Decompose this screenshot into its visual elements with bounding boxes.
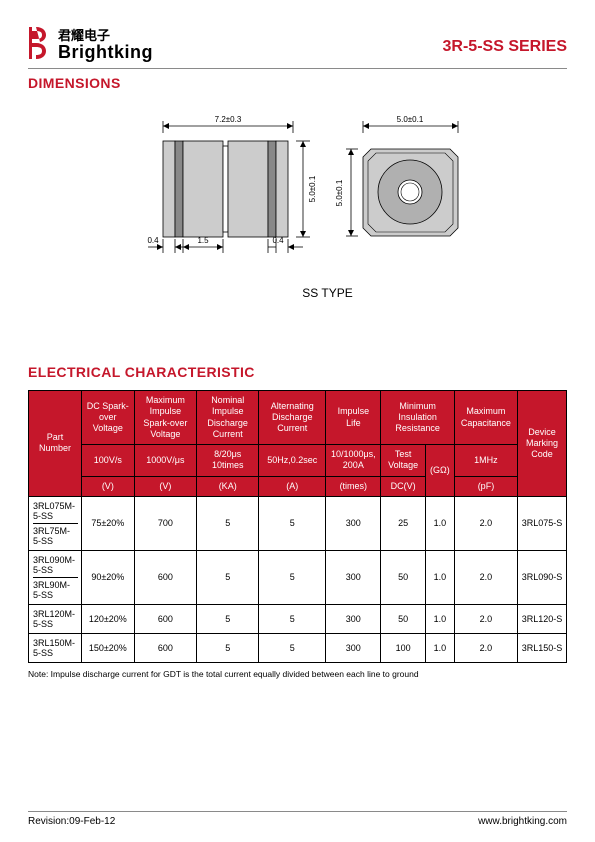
th-device-marking: Device Marking Code: [517, 391, 566, 497]
cell-ka: 5: [197, 496, 259, 550]
cell-times: 300: [326, 633, 381, 662]
svg-text:5.0±0.1: 5.0±0.1: [335, 179, 344, 206]
th-max-cap: Maximum Capacitance: [454, 391, 517, 445]
th-1000vus: 1000V/μs: [134, 445, 196, 477]
cell-a: 5: [259, 496, 326, 550]
cell-part-number: 3RL090M-5-SS3RL90M-5-SS: [29, 550, 82, 604]
brand-name-en: Brightking: [58, 43, 153, 62]
table-row: 3RL150M-5-SS150±20%600553001001.02.03RL1…: [29, 633, 567, 662]
th-alt-discharge: Alternating Discharge Current: [259, 391, 326, 445]
cell-gohm: 1.0: [425, 550, 454, 604]
th-unit-pf: (pF): [454, 476, 517, 496]
cell-dcv: 50: [381, 550, 426, 604]
cell-pf: 2.0: [454, 633, 517, 662]
spec-table: Part Number DC Spark-over Voltage Maximu…: [28, 390, 567, 663]
cell-v2: 600: [134, 550, 196, 604]
svg-text:0.4: 0.4: [272, 236, 284, 245]
th-unit-v2: (V): [134, 476, 196, 496]
cell-a: 5: [259, 550, 326, 604]
svg-text:0.4: 0.4: [147, 236, 159, 245]
cell-dcv: 25: [381, 496, 426, 550]
svg-text:5.0±0.1: 5.0±0.1: [308, 175, 317, 202]
table-row: 3RL120M-5-SS120±20%60055300501.02.03RL12…: [29, 604, 567, 633]
series-title: 3R-5-SS SERIES: [443, 38, 567, 56]
table-row: 3RL090M-5-SS3RL90M-5-SS90±20%60055300501…: [29, 550, 567, 604]
cell-v1: 90±20%: [81, 550, 134, 604]
cell-part-number: 3RL120M-5-SS: [29, 604, 82, 633]
th-unit-v1: (V): [81, 476, 134, 496]
th-10-1000: 10/1000μs, 200A: [326, 445, 381, 477]
th-max-impulse: Maximum Impulse Spark-over Voltage: [134, 391, 196, 445]
th-unit-times: (times): [326, 476, 381, 496]
th-100vs: 100V/s: [81, 445, 134, 477]
th-test-v: Test Voltage: [381, 445, 426, 477]
cell-ka: 5: [197, 633, 259, 662]
dimensions-heading: DIMENSIONS: [28, 75, 567, 91]
cell-part-number: 3RL150M-5-SS: [29, 633, 82, 662]
cell-gohm: 1.0: [425, 604, 454, 633]
cell-pf: 2.0: [454, 604, 517, 633]
th-unit-dcv: DC(V): [381, 476, 426, 496]
cell-v1: 150±20%: [81, 633, 134, 662]
logo-icon: [28, 26, 52, 65]
cell-times: 300: [326, 604, 381, 633]
th-part-number: Part Number: [29, 391, 82, 497]
cell-times: 300: [326, 550, 381, 604]
svg-text:7.2±0.3: 7.2±0.3: [214, 115, 241, 124]
cell-dcv: 50: [381, 604, 426, 633]
brand-logo: 君耀电子 Brightking: [28, 26, 153, 65]
cell-pf: 2.0: [454, 550, 517, 604]
cell-a: 5: [259, 604, 326, 633]
cell-v2: 700: [134, 496, 196, 550]
cell-code: 3RL150-S: [517, 633, 566, 662]
cell-ka: 5: [197, 604, 259, 633]
th-unit-a: (A): [259, 476, 326, 496]
cell-part-number: 3RL075M-5-SS3RL75M-5-SS: [29, 496, 82, 550]
th-nominal-impulse: Nominal Impulse Discharge Current: [197, 391, 259, 445]
svg-text:1.5: 1.5: [197, 236, 209, 245]
cell-v2: 600: [134, 604, 196, 633]
cell-code: 3RL090-S: [517, 550, 566, 604]
th-dc-spark: DC Spark-over Voltage: [81, 391, 134, 445]
th-impulse-life: Impulse Life: [326, 391, 381, 445]
cell-code: 3RL075-S: [517, 496, 566, 550]
cell-gohm: 1.0: [425, 496, 454, 550]
cell-v1: 120±20%: [81, 604, 134, 633]
cell-ka: 5: [197, 550, 259, 604]
cell-v1: 75±20%: [81, 496, 134, 550]
table-row: 3RL075M-5-SS3RL75M-5-SS75±20%70055300251…: [29, 496, 567, 550]
th-min-insulation: Minimum Insulation Resistance: [381, 391, 455, 445]
th-820-10: 8/20μs 10times: [197, 445, 259, 477]
dimensions-diagram: 7.2±0.3 5.0±0.1: [118, 111, 478, 276]
cell-times: 300: [326, 496, 381, 550]
cell-dcv: 100: [381, 633, 426, 662]
footer-url: www.brightking.com: [478, 816, 567, 827]
cell-gohm: 1.0: [425, 633, 454, 662]
cell-v2: 600: [134, 633, 196, 662]
cell-code: 3RL120-S: [517, 604, 566, 633]
page-header: 君耀电子 Brightking 3R-5-SS SERIES: [28, 26, 567, 69]
svg-text:5.0±0.1: 5.0±0.1: [396, 115, 423, 124]
page-footer: Revision:09-Feb-12 www.brightking.com: [28, 811, 567, 827]
brand-name-cn: 君耀电子: [58, 29, 153, 43]
th-1mhz: 1MHz: [454, 445, 517, 477]
revision-text: Revision:09-Feb-12: [28, 816, 115, 827]
cell-a: 5: [259, 633, 326, 662]
th-gohm: (GΩ): [425, 445, 454, 497]
table-note: Note: Impulse discharge current for GDT …: [28, 669, 567, 679]
electrical-heading: ELECTRICAL CHARACTERISTIC: [28, 364, 567, 380]
type-label: SS TYPE: [88, 286, 567, 300]
th-50hz: 50Hz,0.2sec: [259, 445, 326, 477]
cell-pf: 2.0: [454, 496, 517, 550]
th-unit-ka: (KA): [197, 476, 259, 496]
